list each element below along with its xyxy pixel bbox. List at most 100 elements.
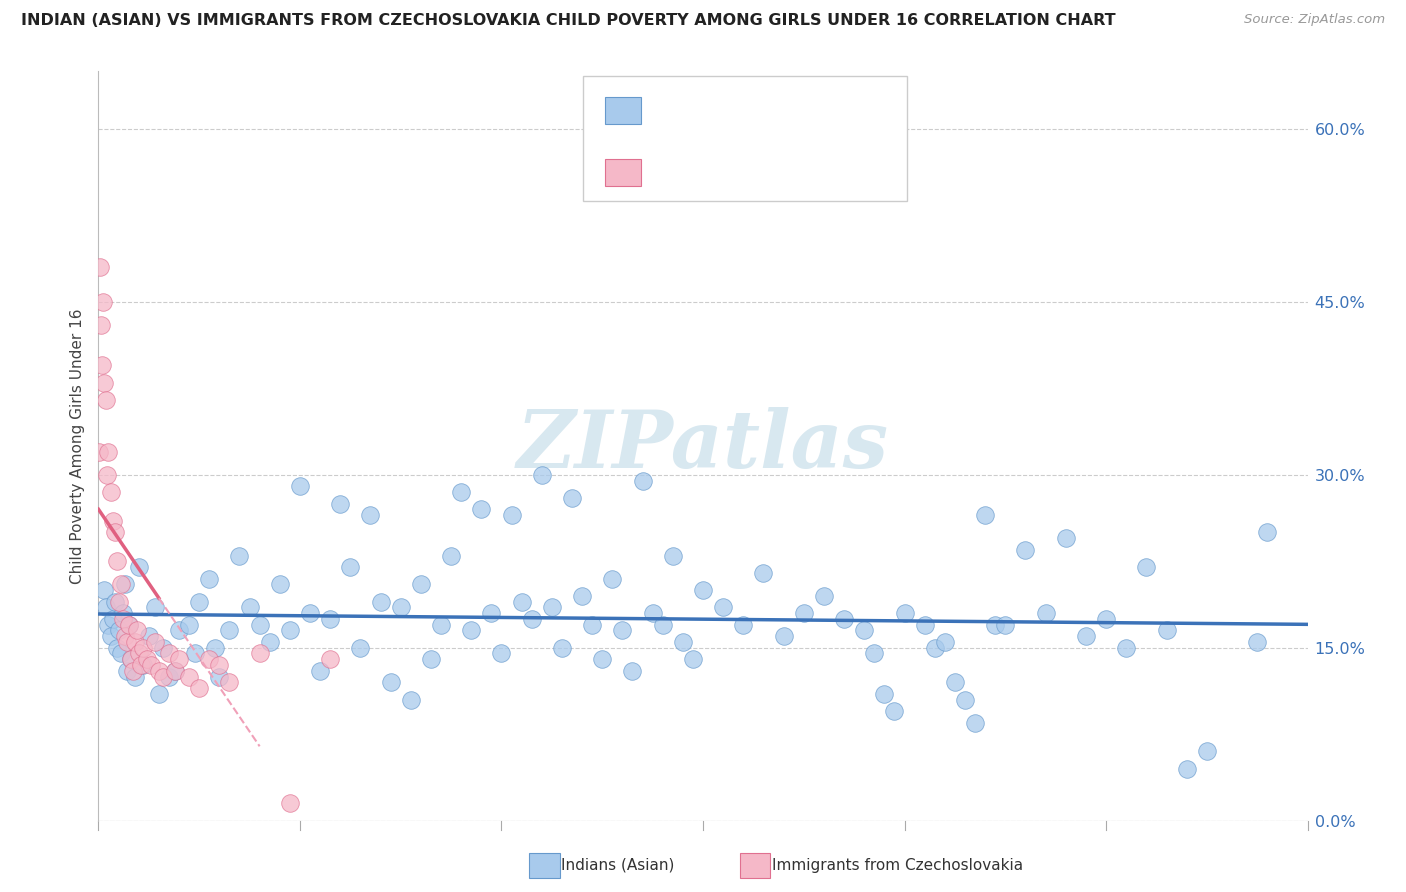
Point — [551, 640, 574, 655]
Point — [853, 624, 876, 638]
Point — [115, 635, 138, 649]
Point — [430, 617, 453, 632]
Point — [1156, 624, 1178, 638]
Point — [90, 318, 112, 332]
Point — [752, 566, 775, 580]
Point — [208, 669, 231, 683]
Point — [1115, 640, 1137, 655]
Point — [179, 617, 201, 632]
Point — [733, 617, 755, 632]
Point — [139, 658, 162, 673]
Text: 42: 42 — [801, 162, 824, 177]
Point — [914, 617, 936, 632]
Point — [984, 617, 1007, 632]
Point — [1035, 606, 1057, 620]
Point — [460, 624, 482, 638]
Point — [111, 606, 134, 620]
Point — [661, 549, 683, 563]
Point — [319, 652, 342, 666]
Point — [103, 525, 125, 540]
Point — [228, 549, 250, 563]
Point — [1246, 635, 1268, 649]
Point — [105, 554, 128, 568]
Point — [621, 664, 644, 678]
Point — [188, 681, 211, 695]
Point — [530, 467, 553, 482]
Point — [110, 647, 132, 661]
Point — [1054, 531, 1077, 545]
Point — [360, 508, 382, 523]
Point — [103, 594, 125, 608]
Point — [124, 669, 146, 683]
Point — [339, 560, 361, 574]
Point — [208, 658, 231, 673]
Point — [481, 606, 503, 620]
Point — [89, 260, 111, 275]
Point — [1135, 560, 1157, 574]
Point — [510, 594, 533, 608]
Point — [450, 485, 472, 500]
Point — [994, 617, 1017, 632]
Point — [91, 359, 114, 373]
Text: 108: 108 — [801, 100, 835, 114]
Point — [329, 497, 352, 511]
Point — [440, 549, 463, 563]
Point — [491, 647, 513, 661]
Point — [319, 612, 342, 626]
Point — [470, 502, 492, 516]
Point — [96, 392, 118, 407]
Point — [218, 624, 240, 638]
Point — [100, 485, 122, 500]
Point — [105, 640, 128, 655]
Text: ZIPatlas: ZIPatlas — [517, 408, 889, 484]
Point — [138, 629, 160, 643]
Point — [121, 664, 143, 678]
Point — [135, 652, 157, 666]
Point — [501, 508, 523, 523]
Point — [118, 617, 141, 632]
Point — [128, 647, 150, 661]
Point — [520, 612, 543, 626]
Point — [157, 669, 180, 683]
Text: 0.371: 0.371 — [700, 162, 751, 177]
Point — [1095, 612, 1118, 626]
Point — [188, 594, 211, 608]
Point — [115, 664, 138, 678]
Point — [148, 664, 170, 678]
Point — [863, 647, 886, 661]
Point — [571, 589, 593, 603]
Point — [157, 647, 180, 661]
Point — [832, 612, 855, 626]
Point — [143, 600, 166, 615]
Point — [120, 652, 142, 666]
Point — [420, 652, 443, 666]
Point — [772, 629, 794, 643]
Point — [1195, 744, 1218, 758]
Point — [581, 617, 603, 632]
Point — [934, 635, 956, 649]
Point — [167, 652, 190, 666]
Point — [120, 652, 142, 666]
Point — [399, 692, 422, 706]
Point — [101, 514, 124, 528]
Point — [278, 797, 301, 811]
Point — [107, 594, 129, 608]
Point — [163, 664, 186, 678]
Point — [184, 647, 207, 661]
Text: R =: R = — [655, 100, 690, 114]
Point — [672, 635, 695, 649]
Point — [269, 577, 291, 591]
Point — [97, 617, 120, 632]
Point — [128, 560, 150, 574]
Point — [943, 675, 966, 690]
Point — [682, 652, 704, 666]
Point — [93, 583, 115, 598]
Point — [288, 479, 311, 493]
Point — [309, 664, 332, 678]
Point — [1256, 525, 1278, 540]
Point — [631, 474, 654, 488]
Point — [143, 635, 166, 649]
Point — [101, 612, 124, 626]
Point — [883, 704, 905, 718]
Point — [974, 508, 997, 523]
